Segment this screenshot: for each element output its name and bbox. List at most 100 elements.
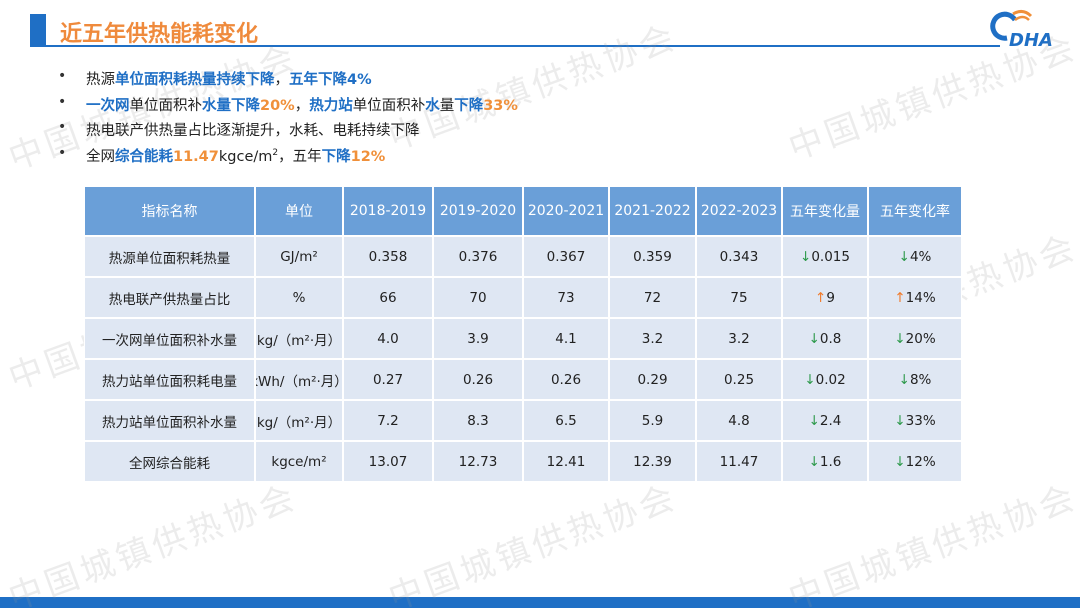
title-marker <box>30 14 46 46</box>
bullet-text: 下降 <box>454 97 484 114</box>
bullet-text: 热力站 <box>309 97 353 114</box>
bullet-text: 12% <box>350 148 386 165</box>
table-cell: 0.26 <box>433 359 523 400</box>
table-cell: 11.47 <box>696 441 782 482</box>
bullet: 全网综合能耗11.47kgce/m2，五年下降12% <box>86 145 385 166</box>
table-header-cell: 2019-2020 <box>433 186 523 236</box>
bullet-text: 下降 <box>321 148 351 165</box>
table-cell: 12.73 <box>433 441 523 482</box>
table-cell: 5.9 <box>609 400 696 441</box>
bullet-dot: • <box>58 68 67 84</box>
table-cell: 0.367 <box>523 236 609 277</box>
arrow: ↓ <box>808 330 820 347</box>
table-cell: ↓ 2.4 <box>782 400 868 441</box>
logo-text: DHA <box>1009 30 1053 50</box>
table-header-cell: 2020-2021 <box>523 186 609 236</box>
table-cell: ↓ 0.015 <box>782 236 868 277</box>
table-cell: 0.29 <box>609 359 696 400</box>
table-cell: kgce/m² <box>255 441 343 482</box>
bullet: 热电联产供热量占比逐渐提升，水耗、电耗持续下降 <box>86 119 420 140</box>
bullet-text: 综合能耗 <box>115 148 173 165</box>
table-cell: kg/（m²·月） <box>255 400 343 441</box>
table-cell: 热源单位面积耗热量 <box>84 236 255 277</box>
table-cell: ↓ 0.8 <box>782 318 868 359</box>
table-cell: 4.1 <box>523 318 609 359</box>
table-cell: 75 <box>696 277 782 318</box>
arrow: ↓ <box>894 412 906 429</box>
bullet-text: 20% <box>260 97 295 114</box>
table-cell: ↑ 9 <box>782 277 868 318</box>
table-header-cell: 五年变化率 <box>868 186 962 236</box>
arrow: ↑ <box>815 289 827 306</box>
table-cell: 0.27 <box>343 359 433 400</box>
bullet-text: 水量 <box>202 97 231 114</box>
bullet-dot: • <box>58 119 67 135</box>
table-cell: ↓ 1.6 <box>782 441 868 482</box>
footer-bar <box>0 597 1080 608</box>
title-rule <box>30 45 1000 47</box>
table-cell: 全网综合能耗 <box>84 441 255 482</box>
table-cell: 73 <box>523 277 609 318</box>
table-cell: ↓ 33% <box>868 400 962 441</box>
arrow: ↓ <box>898 371 910 388</box>
bullet-text: 11.47 <box>173 148 219 165</box>
title: 近五年供热能耗变化 <box>60 22 259 47</box>
bullet-text: 单位面积补 <box>352 97 426 114</box>
table-cell: 7.2 <box>343 400 433 441</box>
bullet-text: 全网 <box>86 148 115 165</box>
table-cell: ↓ 20% <box>868 318 962 359</box>
arrow: ↓ <box>808 412 820 429</box>
watermark: 中国城镇供热协会 <box>783 477 1080 608</box>
table-cell: 8.3 <box>433 400 523 441</box>
table-cell: GJ/m² <box>255 236 343 277</box>
arrow: ↓ <box>898 248 910 265</box>
table-header-cell: 2022-2023 <box>696 186 782 236</box>
table-cell: 0.343 <box>696 236 782 277</box>
bullet-text: kgce/m <box>218 148 273 165</box>
bullet: 热源单位面积耗热量持续下降，五年下降4% <box>86 68 372 89</box>
table-cell: ↓ 12% <box>868 441 962 482</box>
bullet: 一次网单位面积补水量下降20%，热力站单位面积补水量下降33% <box>86 94 518 115</box>
table-cell: 热力站单位面积补水量 <box>84 400 255 441</box>
table-cell: 4.8 <box>696 400 782 441</box>
table-cell: ↓ 0.02 <box>782 359 868 400</box>
table-cell: 一次网单位面积补水量 <box>84 318 255 359</box>
table-cell: 3.2 <box>696 318 782 359</box>
bullet-text: 下降 <box>231 97 260 114</box>
table-cell: kg/（m²·月） <box>255 318 343 359</box>
table-cell: 72 <box>609 277 696 318</box>
table-cell: 12.41 <box>523 441 609 482</box>
table-cell: 6.5 <box>523 400 609 441</box>
table-header-cell: 2021-2022 <box>609 186 696 236</box>
bullet-text: 量 <box>439 97 455 114</box>
bullet-text: 水 <box>425 97 440 114</box>
table-cell: 0.358 <box>343 236 433 277</box>
table-cell: 热电联产供热量占比 <box>84 277 255 318</box>
bullet-text: 一次网 <box>86 97 130 114</box>
bullet-text: 2 <box>272 147 279 158</box>
bullet-text: 单位面积补 <box>129 97 203 114</box>
watermark: 中国城镇供热协会 <box>383 17 683 159</box>
table-cell: kWh/（m²·月） <box>255 359 343 400</box>
watermark: 中国城镇供热协会 <box>783 27 1080 169</box>
table-cell: ↓ 8% <box>868 359 962 400</box>
table-cell: 3.9 <box>433 318 523 359</box>
bullet-text: 热源 <box>86 72 115 88</box>
table-cell: 0.25 <box>696 359 782 400</box>
watermark: 中国城镇供热协会 <box>383 477 683 608</box>
arrow: ↓ <box>808 453 820 470</box>
table-cell: 4.0 <box>343 318 433 359</box>
arrow: ↓ <box>804 371 816 388</box>
bullet-text: 五年下降4% <box>289 72 372 88</box>
table-cell: ↓ 4% <box>868 236 962 277</box>
arrow: ↓ <box>800 248 812 265</box>
table-cell: ↑ 14% <box>868 277 962 318</box>
arrow: ↓ <box>894 330 906 347</box>
table-cell: 13.07 <box>343 441 433 482</box>
table-cell: % <box>255 277 343 318</box>
table-cell: 70 <box>433 277 523 318</box>
bullet-dot: • <box>58 144 67 161</box>
table-header-cell: 2018-2019 <box>343 186 433 236</box>
table-header-cell: 单位 <box>255 186 343 236</box>
